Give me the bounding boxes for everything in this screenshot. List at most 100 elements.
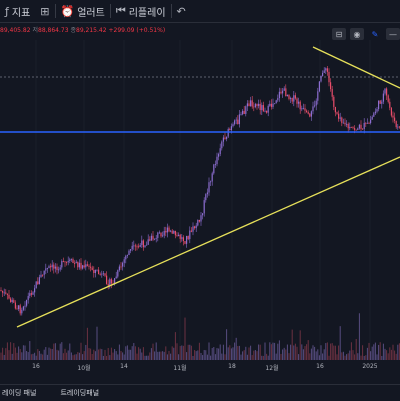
volume-bar bbox=[142, 347, 144, 360]
volume-bar bbox=[387, 353, 389, 360]
volume-bar bbox=[155, 342, 157, 360]
candle-body bbox=[35, 281, 37, 289]
candle-body bbox=[384, 88, 386, 94]
candle-body bbox=[24, 305, 26, 307]
ohlc-legend: 89,405.82 저88,864.73 종89,215.42 +299.09 … bbox=[0, 25, 165, 34]
volume-bar bbox=[253, 350, 255, 360]
candle-body bbox=[118, 266, 120, 271]
replay-button[interactable]: ⏮ 리플레이 bbox=[111, 0, 171, 22]
toolbar-divider bbox=[54, 4, 56, 18]
candle-body bbox=[238, 114, 240, 125]
candle-body bbox=[296, 98, 298, 104]
candle-body bbox=[88, 265, 90, 267]
candle-body bbox=[214, 164, 216, 165]
volume-bar bbox=[254, 350, 256, 360]
candle-body bbox=[336, 112, 338, 114]
candle-body bbox=[394, 117, 396, 121]
object-tree-button[interactable]: ⊟ bbox=[332, 28, 346, 40]
line-tool-button[interactable]: — bbox=[386, 28, 400, 40]
candle-body bbox=[16, 308, 18, 310]
candle-body bbox=[37, 281, 39, 285]
volume-bar bbox=[80, 342, 82, 360]
volume-bar bbox=[123, 354, 125, 360]
volume-bar bbox=[59, 343, 61, 360]
volume-bar bbox=[272, 342, 274, 360]
candle-body bbox=[219, 148, 221, 155]
trading-panel-tab-2[interactable]: 트레이딩패널 bbox=[60, 389, 100, 397]
volume-bar bbox=[187, 344, 189, 360]
volume-bar bbox=[235, 337, 237, 360]
candle-body bbox=[310, 111, 312, 117]
volume-bar bbox=[371, 346, 373, 360]
candle-body bbox=[32, 292, 34, 295]
candle-body bbox=[208, 182, 210, 193]
volume-bar bbox=[94, 351, 96, 360]
volume-bar bbox=[40, 353, 42, 360]
volume-bar bbox=[6, 342, 8, 360]
candle-body bbox=[322, 72, 324, 76]
candle-body bbox=[221, 141, 223, 149]
volume-bar bbox=[197, 350, 199, 360]
candle-body bbox=[6, 293, 8, 295]
price-chart[interactable] bbox=[0, 40, 400, 360]
volume-bar bbox=[83, 351, 85, 360]
pen-tool-button[interactable]: ✎ bbox=[368, 28, 382, 40]
volume-bar bbox=[56, 349, 58, 360]
candle-body bbox=[288, 94, 290, 99]
volume-bar bbox=[262, 355, 264, 360]
candle-body bbox=[210, 181, 212, 183]
candle-body bbox=[93, 269, 95, 273]
ascending-trendline[interactable] bbox=[16, 156, 400, 328]
alert-label: 얼러트 bbox=[77, 7, 105, 19]
candle-body bbox=[371, 116, 373, 120]
candle-body bbox=[78, 262, 80, 268]
candle-body bbox=[83, 265, 85, 268]
candle-body bbox=[75, 261, 77, 264]
candle-body bbox=[386, 88, 388, 96]
undo-button[interactable]: ↶ bbox=[172, 0, 191, 22]
candle-body bbox=[19, 305, 21, 314]
layout-button[interactable]: ⊞ bbox=[35, 0, 54, 22]
volume-bar bbox=[278, 340, 280, 360]
change-value: +299.09 (+0.51%) bbox=[108, 27, 166, 34]
volume-bar bbox=[304, 346, 306, 360]
top-toolbar: ƒ 지표 ⊞ ⏰ 얼러트 ⏮ 리플레이 ↶ bbox=[0, 0, 400, 23]
descending-trendline[interactable] bbox=[312, 46, 400, 89]
candle-body bbox=[382, 93, 384, 102]
volume-bar bbox=[109, 355, 111, 360]
volume-bar bbox=[330, 343, 332, 360]
volume-bar bbox=[158, 351, 160, 360]
volume-bar bbox=[75, 354, 77, 360]
volume-bar bbox=[266, 353, 268, 360]
alert-button[interactable]: ⏰ 얼러트 bbox=[56, 0, 110, 22]
candle-body bbox=[370, 119, 372, 124]
candle-body bbox=[61, 261, 63, 268]
candle-body bbox=[224, 137, 226, 139]
candle-body bbox=[125, 255, 127, 260]
volume-bar bbox=[120, 350, 122, 360]
candle-body bbox=[256, 104, 258, 106]
volume-bar bbox=[222, 344, 224, 360]
candle-body bbox=[349, 126, 351, 129]
volume-bar bbox=[205, 350, 207, 360]
candle-body bbox=[374, 111, 376, 114]
volume-bar bbox=[302, 349, 304, 360]
volume-bar bbox=[192, 355, 194, 360]
volume-bar bbox=[214, 354, 216, 360]
candle-body bbox=[205, 194, 207, 201]
volume-bar bbox=[35, 355, 37, 360]
candle-body bbox=[43, 270, 45, 275]
volume-bar bbox=[29, 341, 31, 360]
volume-bar bbox=[392, 344, 394, 360]
volume-bar bbox=[374, 342, 376, 360]
volume-bar bbox=[173, 347, 175, 360]
volume-bar bbox=[93, 349, 95, 360]
volume-bar bbox=[299, 330, 301, 360]
volume-bar bbox=[211, 348, 213, 360]
candle-body bbox=[58, 269, 60, 271]
hide-drawings-button[interactable]: ◉ bbox=[350, 28, 364, 40]
trading-panel-tab[interactable]: 레이딩 패널 bbox=[2, 389, 37, 397]
candle-body bbox=[315, 100, 317, 106]
candle-body bbox=[128, 250, 130, 256]
indicators-button[interactable]: ƒ 지표 bbox=[0, 0, 35, 22]
